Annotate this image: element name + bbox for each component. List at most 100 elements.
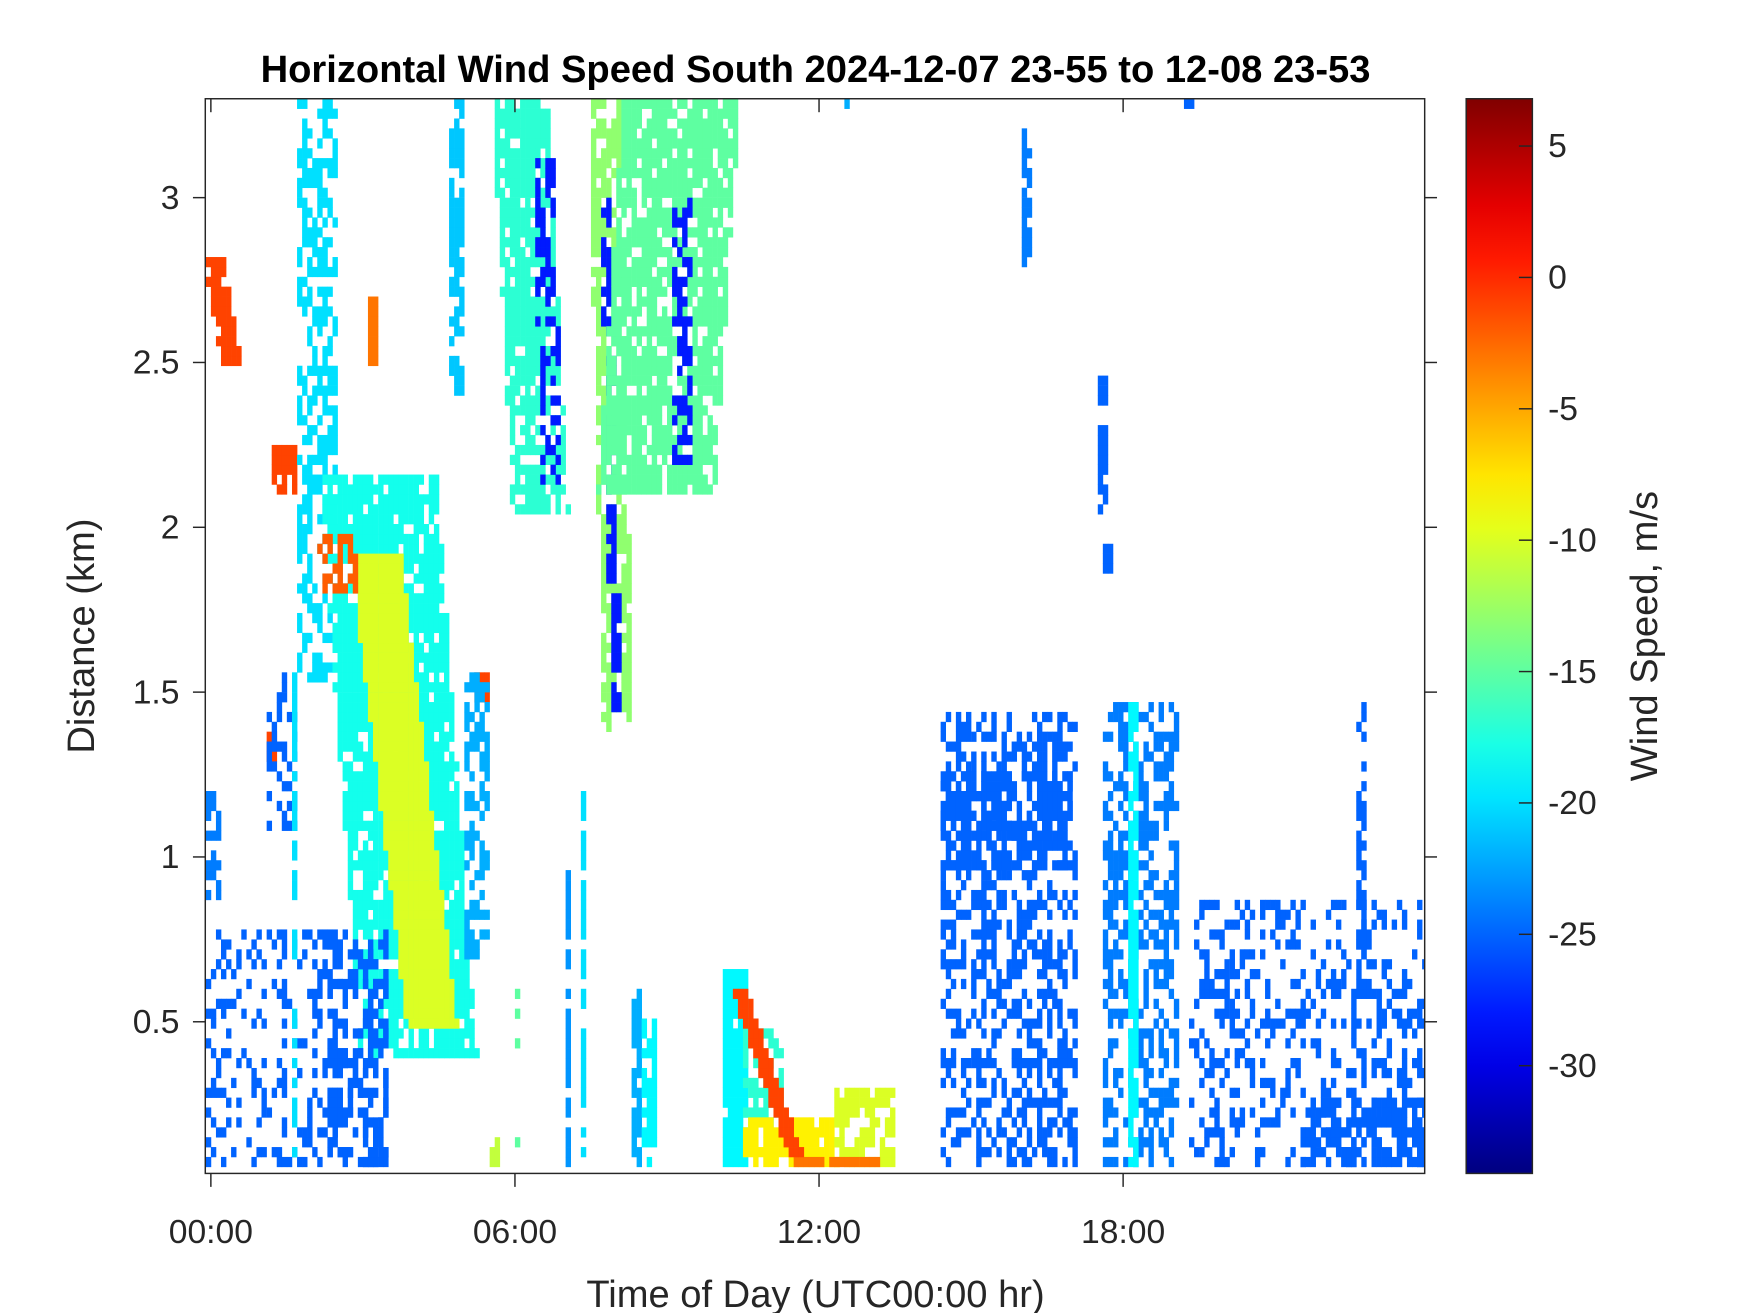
heatmap-cell	[545, 158, 551, 169]
heatmap-cell	[383, 543, 389, 554]
heatmap-cell	[1006, 959, 1012, 970]
heatmap-cell	[367, 484, 374, 495]
heatmap-cell	[322, 345, 328, 357]
heatmap-cell	[697, 108, 703, 119]
heatmap-cell	[758, 1117, 764, 1128]
heatmap-cell	[367, 1018, 374, 1029]
heatmap-cell	[327, 1117, 333, 1128]
heatmap-cell	[327, 988, 333, 999]
heatmap-cell	[631, 118, 637, 129]
heatmap-cell	[1042, 969, 1048, 980]
heatmap-cell	[383, 573, 389, 584]
heatmap-cell	[590, 266, 597, 278]
heatmap-cell	[1016, 969, 1023, 980]
heatmap-cell	[621, 247, 627, 258]
heatmap-cell	[428, 682, 435, 693]
heatmap-cell	[362, 1127, 369, 1138]
heatmap-cell	[352, 889, 359, 901]
heatmap-cell	[555, 296, 561, 307]
heatmap-cell	[342, 998, 348, 1009]
heatmap-cell	[727, 177, 734, 189]
heatmap-cell	[1057, 1018, 1063, 1029]
heatmap-cell	[778, 1137, 784, 1148]
heatmap-cell	[641, 365, 648, 376]
heatmap-cell	[332, 405, 338, 416]
heatmap-cell	[464, 969, 470, 980]
heatmap-cell	[276, 741, 283, 752]
heatmap-cell	[489, 1147, 496, 1158]
heatmap-cell	[742, 1018, 749, 1029]
heatmap-cell	[722, 1067, 729, 1079]
heatmap-cell	[737, 1018, 744, 1029]
heatmap-cell	[742, 978, 749, 990]
heatmap-cell	[667, 98, 673, 109]
heatmap-cell	[297, 533, 303, 545]
heatmap-cell	[631, 187, 637, 198]
heatmap-cell	[312, 1087, 318, 1098]
heatmap-cell	[423, 711, 430, 723]
heatmap-cell	[641, 148, 648, 159]
heatmap-cell	[727, 1008, 734, 1019]
heatmap-cell	[808, 1117, 815, 1128]
heatmap-cell	[372, 978, 379, 990]
heatmap-cell	[408, 810, 414, 821]
heatmap-cell	[357, 494, 364, 505]
heatmap-cell	[535, 148, 541, 159]
heatmap-cell	[261, 988, 267, 999]
heatmap-cell	[403, 1018, 409, 1029]
heatmap-cell	[393, 850, 399, 861]
heatmap-cell	[302, 197, 308, 208]
heatmap-cell	[342, 1048, 348, 1059]
heatmap-cell	[367, 1038, 374, 1049]
heatmap-cell	[388, 919, 394, 930]
heatmap-cell	[327, 385, 333, 396]
heatmap-cell	[418, 741, 425, 752]
heatmap-cell	[677, 484, 683, 495]
heatmap-cell	[717, 128, 724, 139]
heatmap-cell	[372, 741, 379, 752]
heatmap-cell	[322, 573, 328, 584]
heatmap-cell	[449, 177, 455, 189]
heatmap-cell	[372, 830, 379, 841]
heatmap-cell	[986, 1057, 992, 1069]
heatmap-cell	[297, 524, 303, 535]
heatmap-cell	[651, 1117, 658, 1128]
heatmap-cell	[565, 1077, 571, 1089]
heatmap-cell	[337, 711, 343, 723]
heatmap-cell	[403, 652, 409, 663]
heatmap-cell	[454, 791, 460, 802]
heatmap-cell	[1036, 1057, 1043, 1069]
heatmap-cell	[580, 969, 587, 980]
heatmap-cell	[307, 514, 313, 525]
heatmap-cell	[712, 355, 718, 367]
heatmap-cell	[986, 978, 992, 990]
heatmap-cell	[423, 998, 430, 1009]
heatmap-cell	[388, 850, 394, 861]
heatmap-cell	[372, 514, 379, 525]
heatmap-cell	[1031, 1057, 1038, 1069]
heatmap-cell	[722, 1018, 729, 1029]
heatmap-cell	[383, 533, 389, 545]
heatmap-cell	[408, 603, 414, 614]
heatmap-cell	[210, 870, 217, 881]
heatmap-cell	[1036, 1038, 1043, 1049]
heatmap-cell	[682, 158, 688, 169]
heatmap-cell	[601, 98, 607, 109]
heatmap-cell	[732, 158, 739, 169]
heatmap-cell	[788, 1137, 795, 1148]
heatmap-cell	[256, 929, 262, 940]
heatmap-cell	[651, 108, 658, 119]
heatmap-cell	[215, 860, 222, 871]
heatmap-cell	[454, 197, 460, 208]
heatmap-cell	[479, 761, 485, 772]
heatmap-cell	[555, 345, 561, 357]
heatmap-cell	[281, 1117, 288, 1128]
heatmap-cell	[398, 553, 404, 564]
heatmap-cell	[413, 711, 419, 723]
heatmap-cell	[580, 1087, 587, 1098]
heatmap-cell	[484, 672, 490, 683]
heatmap-cell	[514, 1008, 521, 1019]
heatmap-cell	[408, 731, 414, 742]
heatmap-cell	[788, 1156, 795, 1168]
heatmap-cell	[438, 1038, 445, 1049]
